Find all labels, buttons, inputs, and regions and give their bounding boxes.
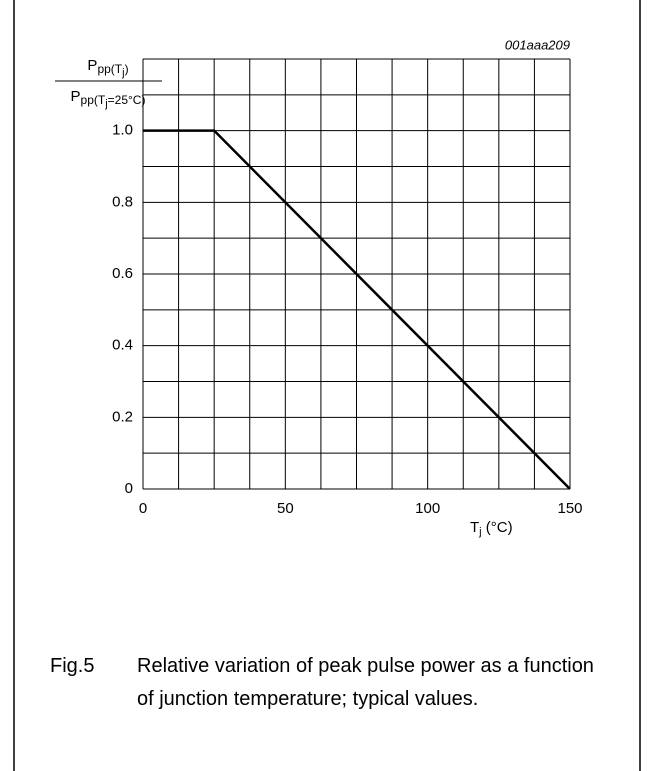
y-label-denominator: Ppp(Tj=25°C): [71, 88, 146, 110]
y-tick-label: 0.2: [112, 408, 133, 425]
x-tick-label: 100: [415, 500, 440, 517]
x-label: Tj (°C): [470, 519, 513, 538]
y-label-denominator-part: =25°C): [108, 93, 146, 107]
y-label-denominator-part: j: [104, 98, 107, 110]
frame: [13, 0, 641, 771]
x-tick-label: 150: [557, 500, 582, 517]
y-label-numerator: Ppp(Tj): [87, 57, 128, 79]
x-label-part: j: [478, 526, 481, 538]
y-label-denominator-part: P: [71, 88, 81, 105]
y-label-numerator-part: pp(T: [97, 62, 122, 76]
y-tick-label: 0.4: [112, 337, 133, 354]
x-label-part: (°C): [482, 519, 513, 536]
y-tick-label: 0: [125, 480, 133, 497]
y-tick-label: 0.6: [112, 265, 133, 282]
y-label-numerator-part: P: [87, 57, 97, 74]
figure-code: 001aaa209: [505, 37, 570, 52]
caption-text: Relative variation of peak pulse power a…: [137, 655, 594, 710]
data-line: [143, 129, 571, 490]
y-label-numerator-part: j: [121, 67, 124, 79]
x-tick-label: 50: [277, 500, 294, 517]
y-tick-label: 1.0: [112, 122, 133, 139]
caption-label: Fig.5: [50, 655, 95, 677]
y-tick-label: 0.8: [112, 193, 133, 210]
y-label-denominator-part: pp(T: [81, 93, 106, 107]
x-tick-label: 0: [139, 500, 147, 517]
y-label-numerator-part: ): [125, 62, 129, 76]
x-label-part: T: [470, 519, 479, 536]
